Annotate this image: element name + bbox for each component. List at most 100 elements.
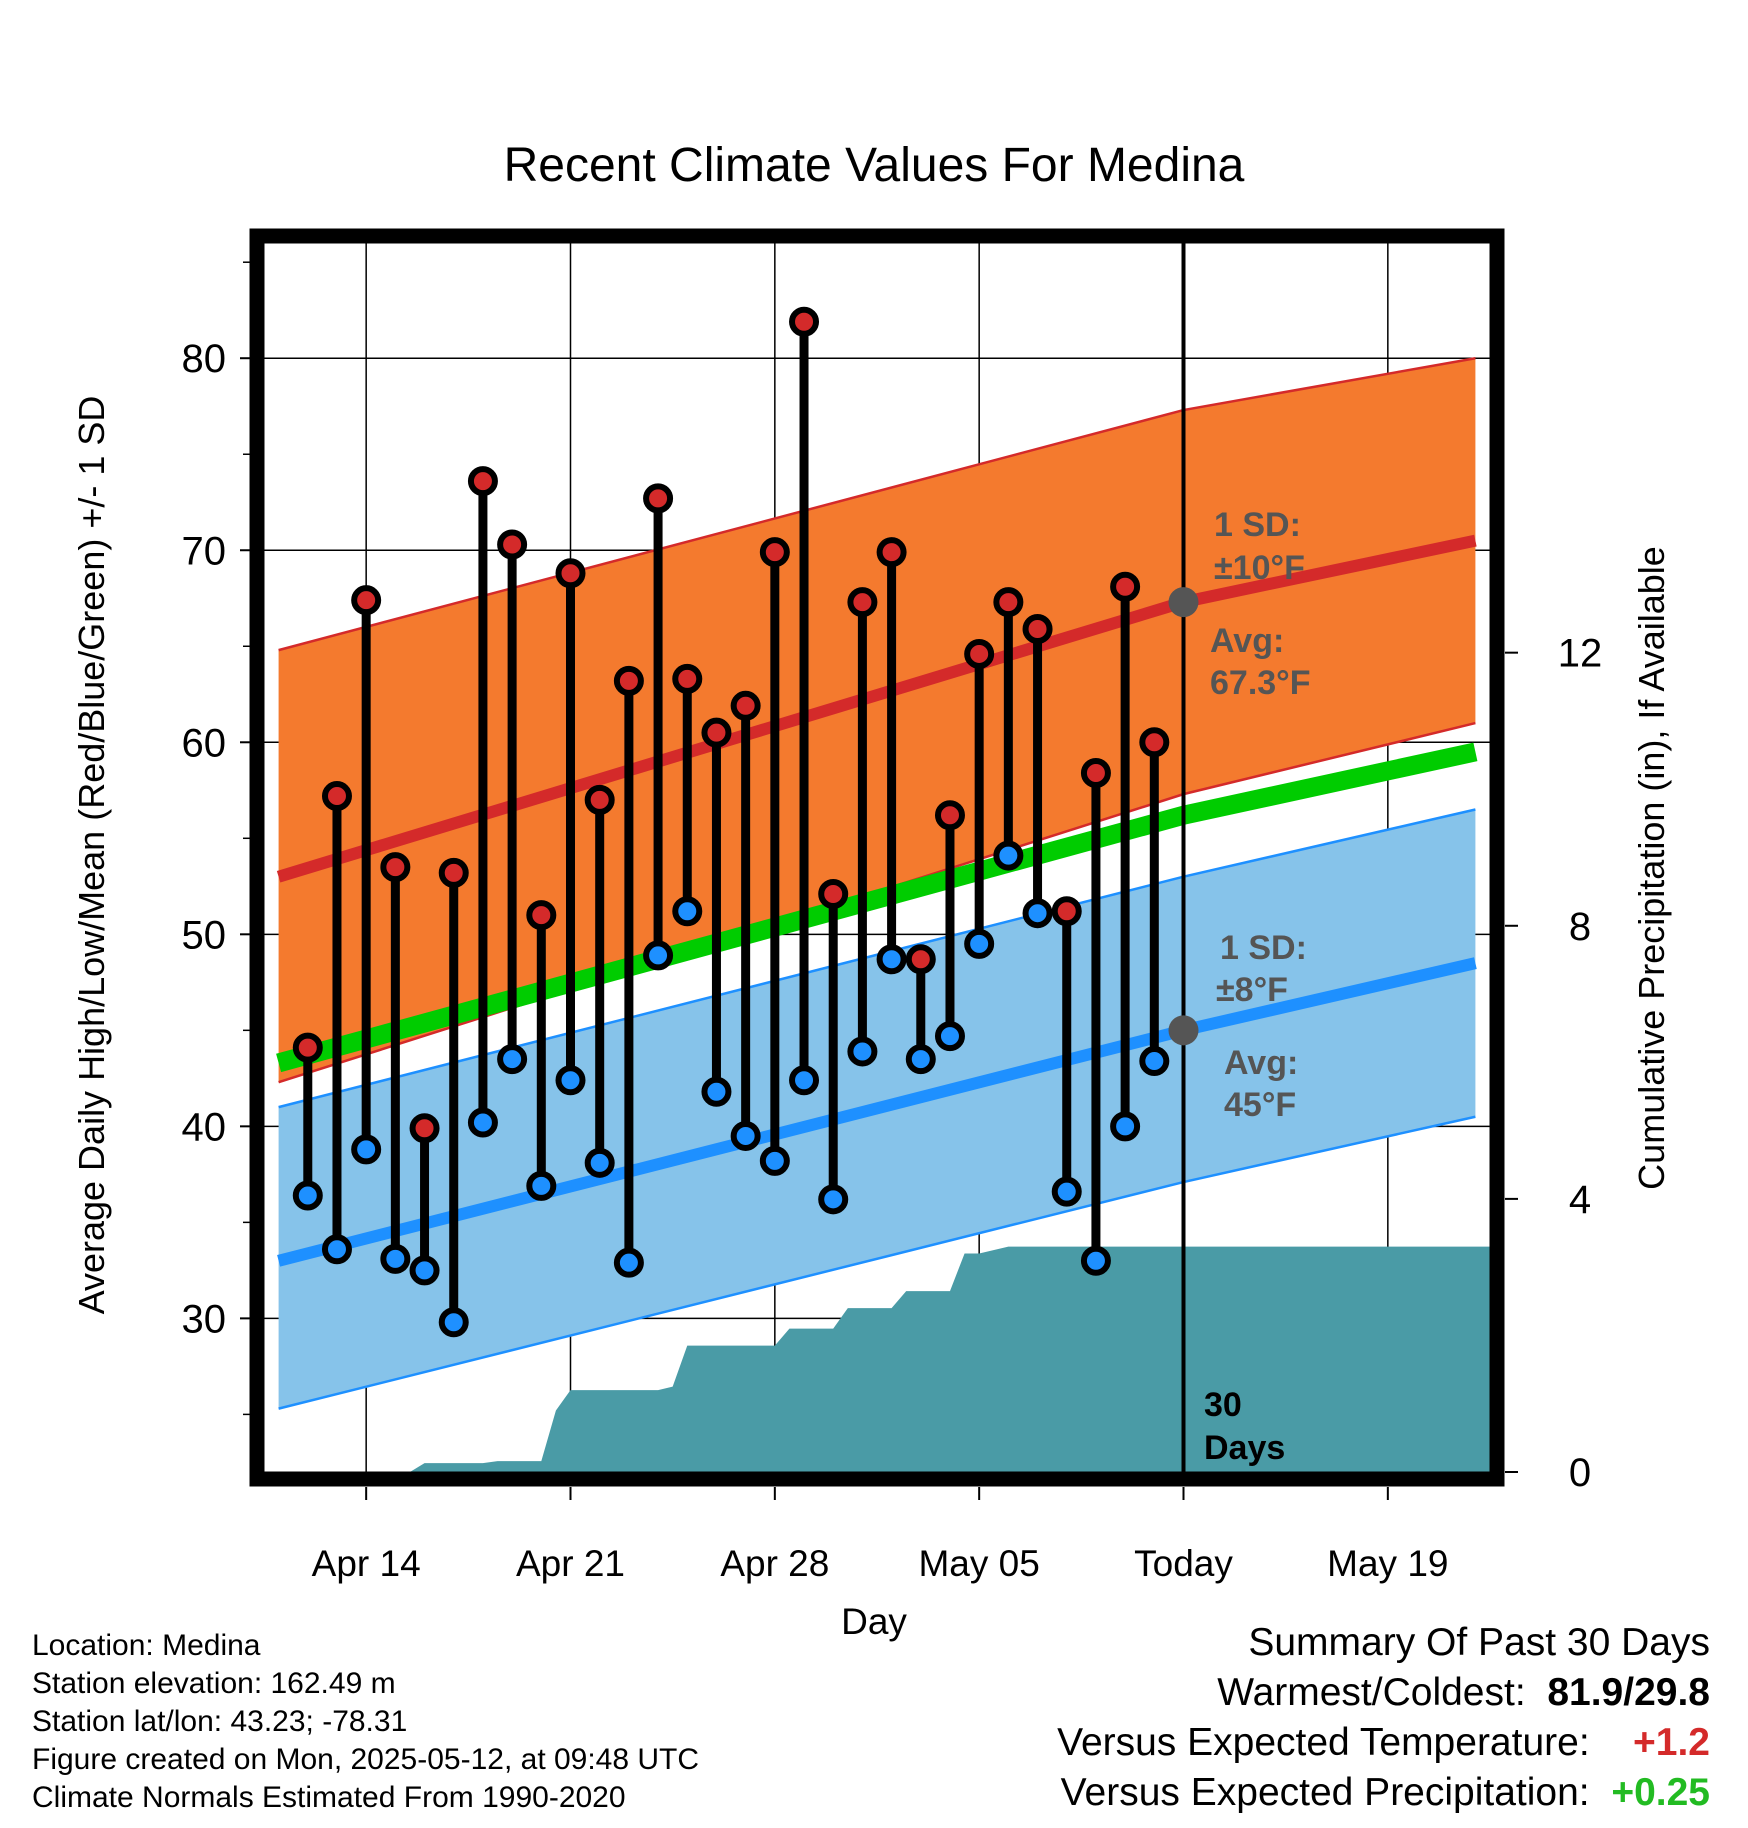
low-avg-label-1: Avg: xyxy=(1224,1044,1298,1082)
daily-high-point xyxy=(438,857,469,888)
daily-low-point xyxy=(380,1243,411,1274)
daily-low-point xyxy=(1080,1245,1111,1276)
y-tick-label: 30 xyxy=(182,1297,227,1341)
daily-high-point xyxy=(613,665,644,696)
precip-row: Versus Expected Precipitation: +0.25 xyxy=(1057,1768,1710,1818)
daily-low-point xyxy=(818,1184,849,1215)
daily-low-point xyxy=(759,1145,790,1176)
station-metadata: Location: Medina Station elevation: 162.… xyxy=(32,1627,699,1817)
y-tick-label: 80 xyxy=(182,337,227,381)
daily-high-point xyxy=(759,537,790,568)
daily-high-point xyxy=(672,663,703,694)
days-label-2: Days xyxy=(1204,1429,1285,1467)
low-sd-label-1: 1 SD: xyxy=(1220,929,1307,967)
daily-low-point xyxy=(730,1120,761,1151)
daily-high-point xyxy=(964,638,995,669)
x-tick-label: Apr 21 xyxy=(516,1543,625,1584)
summary-heading: Summary Of Past 30 Days xyxy=(1248,1621,1710,1664)
x-tick-label: May 19 xyxy=(1327,1543,1448,1584)
daily-high-point xyxy=(934,800,965,831)
temp-value: +1.2 xyxy=(1633,1721,1710,1764)
x-tick-label: Today xyxy=(1134,1543,1233,1584)
daily-low-point xyxy=(934,1021,965,1052)
created-text: Figure created on Mon, 2025-05-12, at 09… xyxy=(32,1743,700,1776)
daily-low-point xyxy=(701,1076,732,1107)
plot-frame xyxy=(249,228,1505,1487)
daily-temperature-marks xyxy=(292,306,1170,1338)
x-tick-label: Apr 14 xyxy=(312,1543,421,1584)
daily-high-point xyxy=(555,558,586,589)
warm-cold-value: 81.9/29.8 xyxy=(1547,1671,1710,1714)
daily-low-point xyxy=(643,940,674,971)
daily-low-point xyxy=(321,1234,352,1265)
y2-tick-label: 12 xyxy=(1558,632,1603,676)
daily-low-point xyxy=(672,896,703,927)
low-avg-label-2: 45°F xyxy=(1224,1086,1296,1124)
daily-low-point xyxy=(613,1247,644,1278)
cumulative-precip-area xyxy=(278,1246,1490,1472)
daily-high-point xyxy=(380,852,411,883)
temp-label: Versus Expected Temperature: xyxy=(1057,1721,1590,1764)
warm-cold-row: Warmest/Coldest: 81.9/29.8 xyxy=(1057,1668,1710,1718)
high-sd-band xyxy=(278,358,1476,1083)
low-sd-label-2: ±8°F xyxy=(1216,971,1288,1009)
y-axis-left-label: Average Daily High/Low/Mean (Red/Blue/Gr… xyxy=(71,396,112,1315)
daily-low-point xyxy=(292,1180,323,1211)
daily-high-point xyxy=(1080,758,1111,789)
daily-high-point xyxy=(643,483,674,514)
daily-low-point xyxy=(467,1107,498,1138)
daily-high-point xyxy=(497,529,528,560)
daily-high-point xyxy=(818,878,849,909)
daily-low-point xyxy=(438,1307,469,1338)
x-axis-label: Day xyxy=(841,1601,907,1642)
location-text: Location: Medina xyxy=(32,1629,261,1662)
today-low-avg-point xyxy=(1168,1015,1199,1046)
daily-high-point xyxy=(584,784,615,815)
precip-label: Versus Expected Precipitation: xyxy=(1060,1771,1590,1814)
y2-tick-label: 0 xyxy=(1569,1451,1591,1495)
daily-high-point xyxy=(905,944,936,975)
daily-low-point xyxy=(497,1044,528,1075)
chart-title: Recent Climate Values For Medina xyxy=(504,139,1245,192)
daily-high-point xyxy=(1022,613,1053,644)
y-axis-right-label: Cumulative Precipitation (in), If Availa… xyxy=(1631,546,1672,1190)
warm-cold-label: Warmest/Coldest: xyxy=(1217,1671,1526,1714)
daily-low-point xyxy=(526,1170,557,1201)
daily-low-point xyxy=(1139,1046,1170,1077)
precip-value: +0.25 xyxy=(1611,1771,1710,1814)
daily-low-point xyxy=(1110,1111,1141,1142)
daily-high-point xyxy=(351,585,382,616)
high-avg-label-1: Avg: xyxy=(1210,622,1284,660)
latlon-text: Station lat/lon: 43.23; -78.31 xyxy=(32,1705,408,1738)
days-label-1: 30 xyxy=(1204,1386,1242,1424)
daily-low-point xyxy=(789,1065,820,1096)
high-avg-label-2: 67.3°F xyxy=(1210,664,1311,702)
daily-high-point xyxy=(847,587,878,618)
daily-high-point xyxy=(526,900,557,931)
daily-low-point xyxy=(584,1147,615,1178)
annotations: 1 SD: ±10°F Avg: 67.3°F 1 SD: ±8°F Avg: … xyxy=(1204,506,1311,1467)
daily-high-point xyxy=(467,466,498,497)
daily-high-point xyxy=(701,717,732,748)
x-tick-label: Apr 28 xyxy=(720,1543,829,1584)
temp-row: Versus Expected Temperature: +1.2 xyxy=(1057,1718,1710,1768)
daily-low-point xyxy=(1051,1176,1082,1207)
y2-tick-label: 4 xyxy=(1569,1178,1591,1222)
daily-low-point xyxy=(847,1036,878,1067)
axes: 30 40 50 60 70 80 0 4 8 12 Apr 14 Apr 21 Apr 28 May 0… xyxy=(182,228,1603,1584)
elevation-text: Station elevation: 162.49 m xyxy=(32,1667,396,1700)
daily-high-point xyxy=(292,1032,323,1063)
daily-high-point xyxy=(876,537,907,568)
daily-low-point xyxy=(964,928,995,959)
normals-text: Climate Normals Estimated From 1990-2020 xyxy=(32,1781,626,1814)
y-tick-label: 70 xyxy=(182,529,227,573)
summary-panel: Summary Of Past 30 Days Warmest/Coldest:… xyxy=(1057,1618,1710,1818)
y-tick-label: 60 xyxy=(182,721,227,765)
y2-tick-label: 8 xyxy=(1569,905,1591,949)
daily-high-point xyxy=(1051,896,1082,927)
daily-low-point xyxy=(351,1134,382,1165)
daily-high-point xyxy=(1139,727,1170,758)
y-tick-label: 50 xyxy=(182,913,227,957)
daily-low-point xyxy=(905,1044,936,1075)
